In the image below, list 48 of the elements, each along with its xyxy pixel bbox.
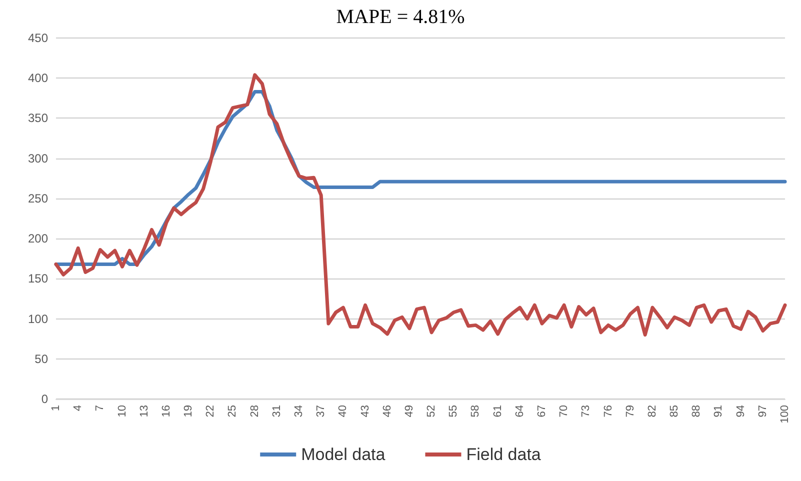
x-tick-label: 34 bbox=[293, 405, 305, 418]
x-tick-label: 49 bbox=[403, 405, 416, 418]
x-tick-label: 25 bbox=[226, 405, 239, 418]
y-tick-label: 0 bbox=[41, 392, 48, 406]
x-tick-label: 91 bbox=[712, 405, 725, 418]
x-tick-label: 22 bbox=[204, 405, 217, 418]
x-tick-label: 37 bbox=[315, 405, 328, 418]
x-tick-label: 100 bbox=[779, 405, 791, 424]
y-tick-label: 450 bbox=[28, 31, 48, 45]
x-tick-label: 97 bbox=[756, 405, 769, 418]
x-tick-label: 28 bbox=[248, 405, 261, 418]
x-tick-label: 1 bbox=[50, 405, 62, 412]
x-tick-label: 79 bbox=[624, 405, 636, 418]
x-tick-label: 82 bbox=[646, 405, 658, 418]
y-tick-label: 250 bbox=[28, 191, 48, 206]
line-series bbox=[54, 73, 787, 337]
x-tick-label: 88 bbox=[690, 405, 703, 418]
x-tick-label: 73 bbox=[580, 405, 592, 418]
y-tick-label: 300 bbox=[28, 151, 48, 166]
x-tick-label: 76 bbox=[602, 405, 614, 418]
x-tick-label: 19 bbox=[182, 405, 195, 418]
x-tick-label: 85 bbox=[668, 405, 681, 418]
x-tick-label: 7 bbox=[94, 405, 106, 412]
x-tick-label: 94 bbox=[734, 405, 747, 418]
y-tick-label: 200 bbox=[28, 232, 48, 246]
x-tick-label: 61 bbox=[492, 405, 504, 418]
y-tick-label: 350 bbox=[28, 111, 48, 126]
x-tick-label: 52 bbox=[426, 405, 438, 418]
x-tick-label: 10 bbox=[116, 405, 128, 418]
x-tick-label: 70 bbox=[558, 405, 570, 418]
x-tick-label: 40 bbox=[337, 405, 350, 418]
legend-label: Model data bbox=[301, 445, 386, 464]
x-tick-label: 46 bbox=[381, 405, 394, 418]
y-tick-label: 150 bbox=[28, 272, 48, 286]
y-tick-label: 50 bbox=[34, 352, 48, 366]
x-tick-label: 58 bbox=[470, 405, 482, 418]
x-tick-label: 31 bbox=[270, 405, 283, 418]
y-tick-label: 100 bbox=[28, 312, 48, 326]
chart-title: MAPE = 4.81% bbox=[336, 6, 465, 28]
x-tick-label: 4 bbox=[72, 405, 84, 412]
x-tick-label: 64 bbox=[514, 405, 526, 418]
x-tick-label: 43 bbox=[359, 405, 372, 418]
y-tick-label: 400 bbox=[28, 71, 48, 86]
x-tick-label: 13 bbox=[138, 405, 150, 418]
x-tick-label: 67 bbox=[536, 405, 548, 418]
x-tick-label: 55 bbox=[448, 405, 460, 418]
legend-label: Field data bbox=[466, 445, 542, 464]
x-tick-label: 16 bbox=[160, 405, 172, 418]
